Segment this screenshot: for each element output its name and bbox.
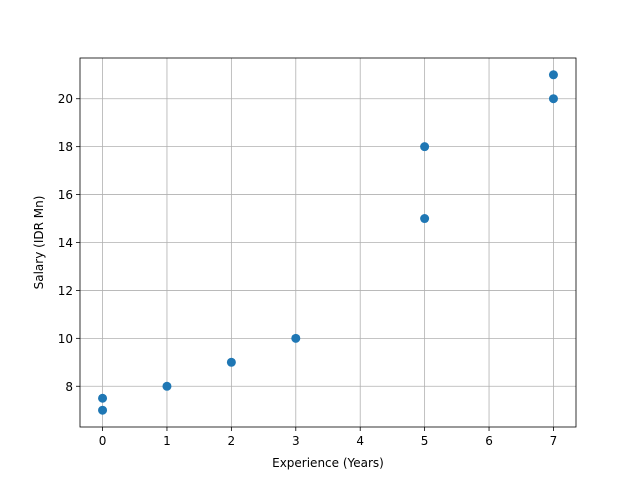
y-tick-label: 20 <box>58 92 73 106</box>
y-tick-label: 8 <box>65 380 73 394</box>
grid <box>80 58 576 427</box>
y-tick-label: 12 <box>58 284 73 298</box>
x-tick-label: 2 <box>228 434 236 448</box>
data-point <box>420 214 430 224</box>
x-tick-label: 4 <box>356 434 364 448</box>
y-tick-label: 10 <box>58 332 73 346</box>
plot-frame <box>79 57 577 428</box>
data-point <box>226 357 236 367</box>
data-point <box>98 393 108 403</box>
data-point <box>291 333 301 343</box>
x-tick-label: 5 <box>421 434 429 448</box>
data-points <box>98 70 558 415</box>
data-point <box>548 94 558 104</box>
data-point <box>98 405 108 415</box>
y-tick-label: 18 <box>58 140 73 154</box>
x-tick-label: 0 <box>99 434 107 448</box>
y-axis-label: Salary (IDR Mn) <box>32 196 46 290</box>
x-axis-label: Experience (Years) <box>272 456 384 470</box>
x-tick-label: 1 <box>163 434 171 448</box>
data-point <box>420 142 430 152</box>
y-tick-label: 16 <box>58 188 73 202</box>
x-tick-label: 6 <box>485 434 493 448</box>
x-tick-label: 3 <box>292 434 300 448</box>
data-point <box>548 70 558 80</box>
x-tick-label: 7 <box>550 434 558 448</box>
y-tick-label: 14 <box>58 236 73 250</box>
data-point <box>162 381 172 391</box>
